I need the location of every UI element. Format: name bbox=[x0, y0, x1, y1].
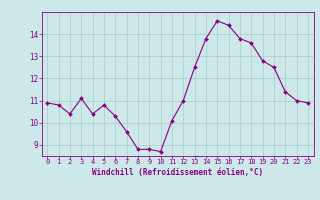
X-axis label: Windchill (Refroidissement éolien,°C): Windchill (Refroidissement éolien,°C) bbox=[92, 168, 263, 177]
